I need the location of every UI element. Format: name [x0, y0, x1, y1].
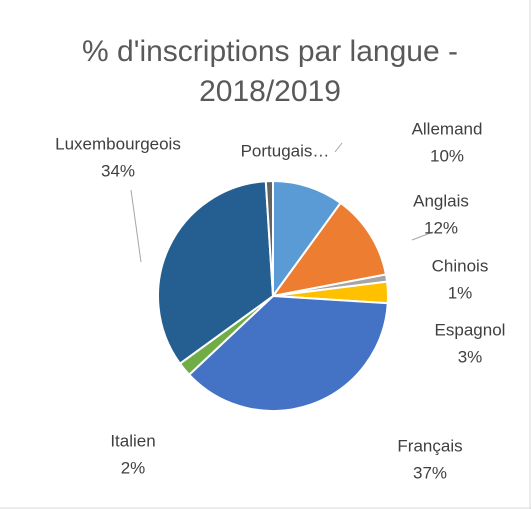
pie-slice: [157, 180, 275, 365]
slice-label: Français: [397, 436, 462, 455]
pie-slice: [187, 294, 389, 412]
leader-line: [411, 231, 434, 241]
slice-label: Allemand: [412, 119, 483, 138]
slice-label: Luxembourgeois: [55, 134, 181, 153]
slice-label: Espagnol: [435, 320, 506, 339]
slice-label: Anglais: [413, 191, 469, 210]
slice-value-label: 3%: [458, 347, 483, 366]
slice-value-label: 34%: [101, 161, 135, 180]
pie-slice: [270, 201, 388, 298]
slice-value-label: 1%: [448, 283, 473, 302]
slice-value-label: 37%: [413, 463, 447, 482]
slice-value-label: 10%: [430, 146, 464, 165]
slice-label: Portugais…: [241, 141, 330, 160]
chart-title: % d'inscriptions par langue - 2018/2019: [82, 35, 458, 108]
slice-label: Italien: [110, 431, 155, 450]
slice-value-label: 12%: [424, 218, 458, 237]
slice-value-label: 2%: [121, 458, 146, 477]
leader-line: [130, 189, 142, 263]
leader-line: [334, 142, 343, 153]
slice-label: Chinois: [432, 256, 489, 275]
pie-slice: [264, 179, 274, 297]
pie-slice: [272, 179, 342, 300]
